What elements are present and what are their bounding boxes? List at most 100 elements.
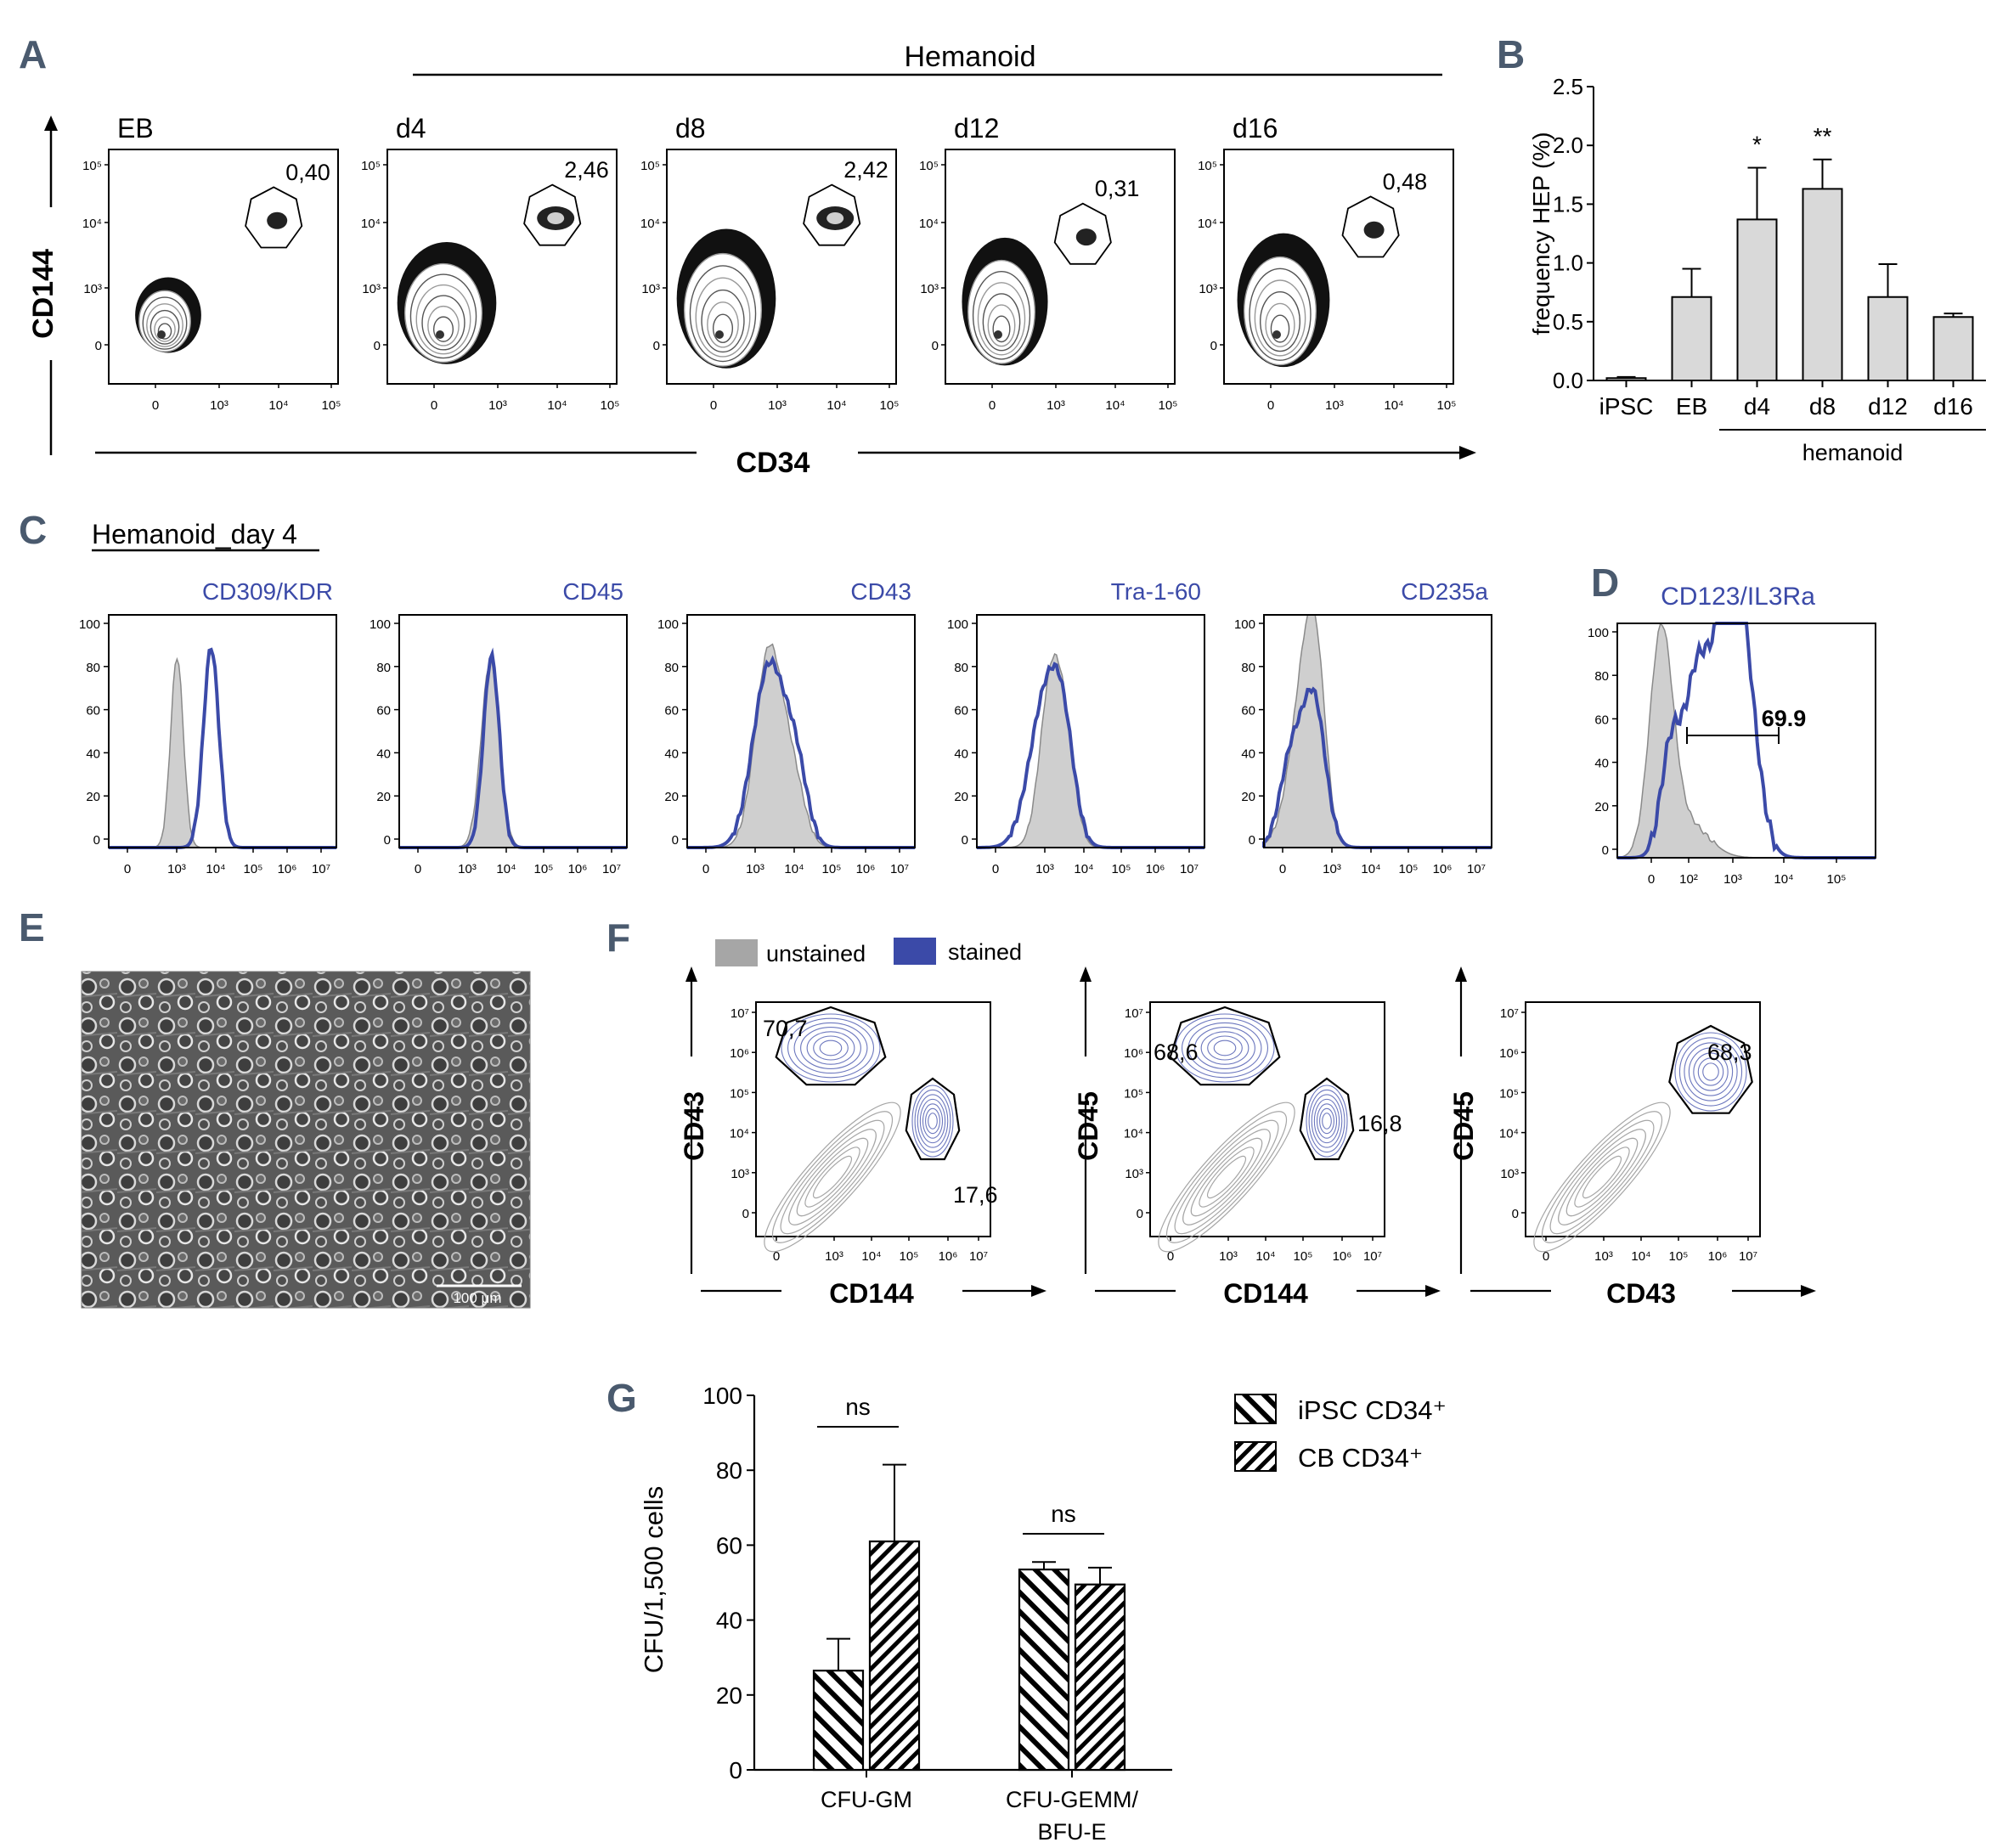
- hemanoid-day4-title: Hemanoid_day 4: [92, 519, 297, 549]
- density-contour: [1254, 279, 1306, 357]
- x-tick-label: 10⁵: [880, 398, 900, 413]
- y-tick-label: 0.0: [1553, 368, 1583, 393]
- x-tick-label: 0: [702, 862, 709, 876]
- x-tick-label: 10⁵: [601, 398, 620, 413]
- y-tick-label: 0: [93, 833, 100, 848]
- cd144-arrowhead: [44, 116, 58, 131]
- panel-label-b: B: [1497, 32, 1525, 76]
- x-tick-label: 10⁵: [1669, 1249, 1689, 1264]
- y-tick-label: 20: [1594, 800, 1609, 814]
- x-tick-label: 0: [989, 398, 996, 413]
- y-tick-label: 60: [1594, 713, 1609, 727]
- density-contour: [432, 316, 454, 342]
- x-arrowhead: [1801, 1285, 1816, 1297]
- y-tick-label: 10⁴: [919, 217, 939, 231]
- density-contour: [967, 259, 1036, 364]
- unstained-contour: [1549, 1119, 1655, 1235]
- x-tick-label: d12: [1868, 393, 1908, 420]
- stained-contour: [781, 1013, 881, 1083]
- density-core: [157, 330, 166, 339]
- histogram-3: CD43 100 80 60 40 20 0 0 10³ 10⁴ 10⁵ 10⁶ 10⁷: [657, 578, 916, 876]
- gate-percentage: 0,31: [1095, 176, 1140, 201]
- density-contour: [157, 323, 172, 340]
- plot-title: EB: [117, 113, 154, 144]
- x-tick-label: 10⁶: [939, 1249, 958, 1264]
- x-tick-label: 10⁴: [1361, 862, 1380, 876]
- unstained-histogram: [687, 643, 915, 848]
- stained-contour: [1175, 1013, 1275, 1083]
- x-tick-label: 10²: [1679, 872, 1698, 887]
- y-tick-label: 100: [1588, 626, 1609, 640]
- bar-iPSC: [1605, 377, 1647, 381]
- y-tick-label: 10⁴: [361, 217, 381, 231]
- x-tick-label: 10⁷: [602, 862, 621, 876]
- y-tick-label: 0: [932, 339, 939, 353]
- y-tick-label: 10³: [641, 282, 660, 296]
- x-tick-label: 10³: [1594, 1249, 1613, 1264]
- y-tick-label: 10³: [731, 1167, 749, 1181]
- y-tick-label: 10⁷: [1500, 1006, 1519, 1021]
- stained-contour: [1313, 1098, 1340, 1144]
- y-tick-label: 2.0: [1553, 132, 1583, 158]
- y-tick-label: 10⁷: [731, 1006, 749, 1021]
- stained-contour: [1207, 1035, 1243, 1061]
- stained-contour: [1688, 1047, 1734, 1096]
- x-tick-label: CFU-GM: [821, 1787, 912, 1812]
- x-tick-label: 10³: [1325, 398, 1344, 413]
- density-contour: [972, 270, 1031, 360]
- histogram-2: CD45 100 80 60 40 20 0 0 10³ 10⁴ 10⁵ 10⁶ 10⁷: [370, 578, 628, 876]
- x-tick-label: 10³: [1035, 862, 1054, 876]
- y-axis-label: CFU/1,500 cells: [639, 1486, 668, 1674]
- y-tick-label: 2.5: [1553, 74, 1583, 99]
- x-tick-label: 10⁵: [1159, 398, 1178, 413]
- y-tick-label: 10⁵: [730, 1086, 749, 1101]
- x-axis-label: CD144: [829, 1278, 914, 1309]
- y-tick-label: 80: [716, 1457, 742, 1484]
- x-tick-label: 10⁴: [1105, 398, 1125, 413]
- unstained-contour: [780, 1119, 885, 1235]
- density-contour: [427, 305, 460, 346]
- y-tick-label: 10⁵: [640, 159, 660, 173]
- x-tick-label: 10⁴: [826, 398, 846, 413]
- panel-label-a: A: [19, 32, 47, 76]
- y-tick-label: 80: [664, 661, 679, 675]
- y-tick-label: 40: [664, 747, 679, 761]
- bar-ipsc: [812, 1670, 865, 1772]
- x-tick-label: 10⁴: [496, 862, 516, 876]
- y-tick-label: 10⁵: [361, 159, 381, 173]
- hemanoid-group-label: hemanoid: [1802, 440, 1904, 465]
- gate-polygon: [1668, 1024, 1753, 1114]
- legend-unstained-label: unstained: [766, 941, 866, 966]
- x-tick-label: 0: [1543, 1249, 1549, 1264]
- unstained-contour: [1206, 1155, 1247, 1199]
- y-tick-label: 60: [954, 704, 968, 718]
- density-contour: [977, 282, 1026, 356]
- cd34-arrowhead: [1459, 446, 1476, 459]
- x-tick-label: 10⁵: [1112, 862, 1131, 876]
- plot-frame: [108, 614, 337, 848]
- x-tick-label: 10⁴: [1774, 872, 1793, 887]
- y-tick-label: 100: [1234, 617, 1255, 632]
- scale-bar-label: 100 μm: [453, 1290, 501, 1306]
- y-tick-label: 10⁶: [730, 1046, 749, 1061]
- y-tick-label: 0: [384, 833, 391, 848]
- density-core: [994, 330, 1002, 339]
- density-contour: [1270, 314, 1290, 343]
- x-tick-label: 10⁴: [268, 398, 288, 413]
- y-tick-label: 40: [1594, 757, 1609, 771]
- x-arrowhead: [1425, 1285, 1441, 1297]
- density-contour: [1260, 291, 1300, 352]
- y-tick-label: 0: [95, 339, 102, 353]
- x-tick-label: 10³: [825, 1249, 843, 1264]
- y-tick-label: 100: [657, 617, 679, 632]
- gate-percentage-2: 16,8: [1357, 1111, 1402, 1136]
- x-tick-label: 10⁴: [1074, 862, 1093, 876]
- x-tick-label: 10⁶: [1708, 1249, 1728, 1264]
- x-tick-label: 0: [1648, 872, 1655, 887]
- unstained-contour: [812, 1155, 853, 1199]
- gated-population: [1363, 221, 1385, 239]
- y-tick-label: 10³: [1500, 1167, 1519, 1181]
- y-tick-label: 10⁶: [1499, 1046, 1519, 1061]
- x-tick-label: d16: [1933, 393, 1973, 420]
- x-tick-label: 10⁴: [1631, 1249, 1650, 1264]
